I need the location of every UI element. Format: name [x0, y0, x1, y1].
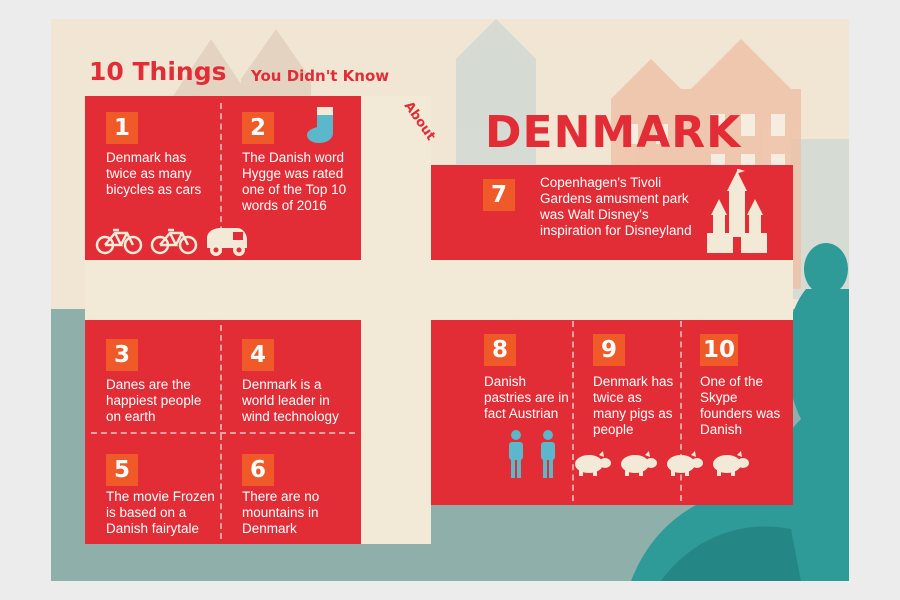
divider — [220, 103, 222, 253]
fact-number: 6 — [242, 454, 274, 486]
mermaid-statue — [631, 243, 849, 581]
sock-icon — [307, 107, 333, 143]
person-icon — [541, 430, 555, 478]
fact-number: 5 — [106, 454, 138, 486]
divider — [572, 321, 574, 501]
fact-text: The Danish word Hygge was rated one of t… — [242, 150, 347, 213]
fact-text: Denmark is a world leader in wind techno… — [242, 377, 339, 424]
fact-number: 7 — [483, 179, 515, 211]
pig-icon — [667, 451, 703, 476]
pig-icon — [575, 451, 611, 476]
fact-text: Denmark has twice as many pigs as people — [593, 374, 674, 437]
divider — [91, 432, 355, 434]
car-icon — [207, 228, 247, 256]
pig-icon — [713, 451, 749, 476]
title-subtitle: You Didn't Know — [251, 67, 390, 85]
infographic-canvas: 10 Things You Didn't Know About DENMARK … — [51, 19, 849, 581]
fact-number: 10 — [700, 334, 738, 366]
fact-number: 2 — [242, 112, 274, 144]
fact-text: Danes are the happiest people on earth — [106, 377, 202, 424]
title-number-things: 10 Things — [89, 57, 227, 86]
bicycle-icon — [150, 228, 198, 255]
flag-cross-vertical — [361, 96, 431, 544]
pig-icon — [621, 451, 657, 476]
divider — [680, 321, 682, 501]
fact-text: One of the Skype founders was Danish — [700, 374, 781, 437]
fact-number: 8 — [484, 334, 516, 366]
fact-number: 4 — [242, 339, 274, 371]
title-country: DENMARK — [485, 107, 742, 158]
fact-number: 3 — [106, 339, 138, 371]
fact-number: 1 — [106, 112, 138, 144]
fact-text: The movie Frozen is based on a Danish fa… — [106, 489, 215, 536]
bicycle-icon — [95, 228, 143, 255]
person-icon — [509, 430, 523, 478]
fact-text: Danish pastries are in fact Austrian — [484, 374, 569, 421]
fact-text: Denmark has twice as many bicycles as ca… — [106, 150, 202, 197]
fact-number: 9 — [593, 334, 625, 366]
castle-icon — [707, 169, 767, 253]
fact-text: There are no mountains in Denmark — [242, 489, 320, 536]
flag-cross-horizontal — [85, 260, 793, 320]
fact-text: Copenhagen's Tivoli Gardens amusment par… — [540, 175, 692, 238]
